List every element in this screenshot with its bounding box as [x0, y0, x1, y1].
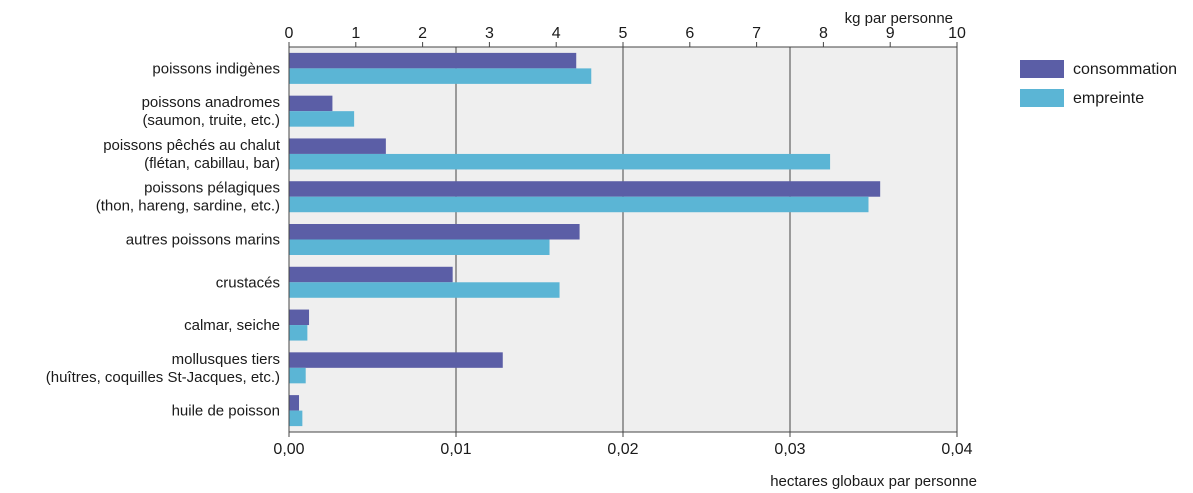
bottom-axis-ticks: 0,00 0,01 0,02 0,03 0,04 [273, 432, 973, 458]
top-tick-label: 5 [619, 25, 628, 42]
bottom-tick-label: 0,02 [607, 441, 638, 458]
top-tick-label: 4 [552, 25, 561, 42]
bar-consommation [289, 352, 503, 368]
top-axis-ticks: 0 1 2 3 4 5 6 7 8 9 10 [285, 25, 966, 47]
top-tick-label: 0 [285, 25, 294, 42]
legend-swatch-consommation [1020, 60, 1064, 78]
legend-label-empreinte: empreinte [1073, 90, 1144, 107]
category-label: calmar, seiche [184, 317, 280, 334]
bottom-tick-label: 0,01 [440, 441, 471, 458]
bar-empreinte [289, 68, 592, 84]
bar-consommation [289, 395, 300, 411]
bar-empreinte [289, 282, 560, 298]
top-tick-label: 2 [418, 25, 427, 42]
bar-consommation [289, 224, 580, 240]
legend-label-consommation: consommation [1073, 61, 1177, 78]
top-tick-label: 10 [948, 25, 966, 42]
bar-consommation [289, 138, 386, 154]
top-tick-label: 6 [685, 25, 694, 42]
bar-empreinte [289, 239, 550, 255]
top-tick-label: 7 [752, 25, 761, 42]
category-label: huile de poisson [172, 403, 280, 420]
bar-empreinte [289, 325, 308, 341]
bar-empreinte [289, 196, 869, 213]
bottom-axis-title: hectares globaux par personne [770, 473, 977, 490]
bottom-tick-label: 0,03 [774, 441, 805, 458]
bar-empreinte [289, 153, 831, 170]
category-label: poissons indigènes [152, 60, 280, 77]
bar-consommation [289, 52, 577, 69]
top-axis-title: kg par personne [845, 10, 953, 27]
bar-consommation [289, 181, 881, 197]
bar-empreinte [289, 111, 355, 127]
top-tick-label: 3 [485, 25, 494, 42]
category-label: poissons pélagiques [144, 180, 280, 197]
bars [289, 52, 881, 427]
category-label: poissons anadromes [142, 94, 280, 111]
bar-consommation [289, 266, 453, 283]
legend: consommation empreinte [1020, 60, 1177, 107]
bar-empreinte [289, 367, 306, 384]
category-label: mollusques tiers [172, 351, 280, 368]
top-tick-label: 1 [351, 25, 360, 42]
top-tick-label: 8 [819, 25, 828, 42]
category-label: crustacés [216, 274, 280, 291]
category-label: (flétan, cabillau, bar) [144, 155, 280, 172]
bar-consommation [289, 95, 333, 112]
top-tick-label: 9 [886, 25, 895, 42]
bar-empreinte [289, 410, 303, 427]
bottom-tick-label: 0,04 [941, 441, 972, 458]
category-label: (huîtres, coquilles St-Jacques, etc.) [46, 369, 280, 386]
category-label: autres poissons marins [126, 232, 280, 249]
category-label: (thon, hareng, sardine, etc.) [96, 198, 280, 215]
category-label: poissons pêchés au chalut [103, 137, 281, 154]
category-labels: poissons indigènes poissons anadromes(sau… [46, 60, 281, 419]
bottom-tick-label: 0,00 [273, 441, 304, 458]
legend-swatch-empreinte [1020, 89, 1064, 107]
category-label: (saumon, truite, etc.) [142, 112, 280, 129]
bar-consommation [289, 309, 310, 326]
